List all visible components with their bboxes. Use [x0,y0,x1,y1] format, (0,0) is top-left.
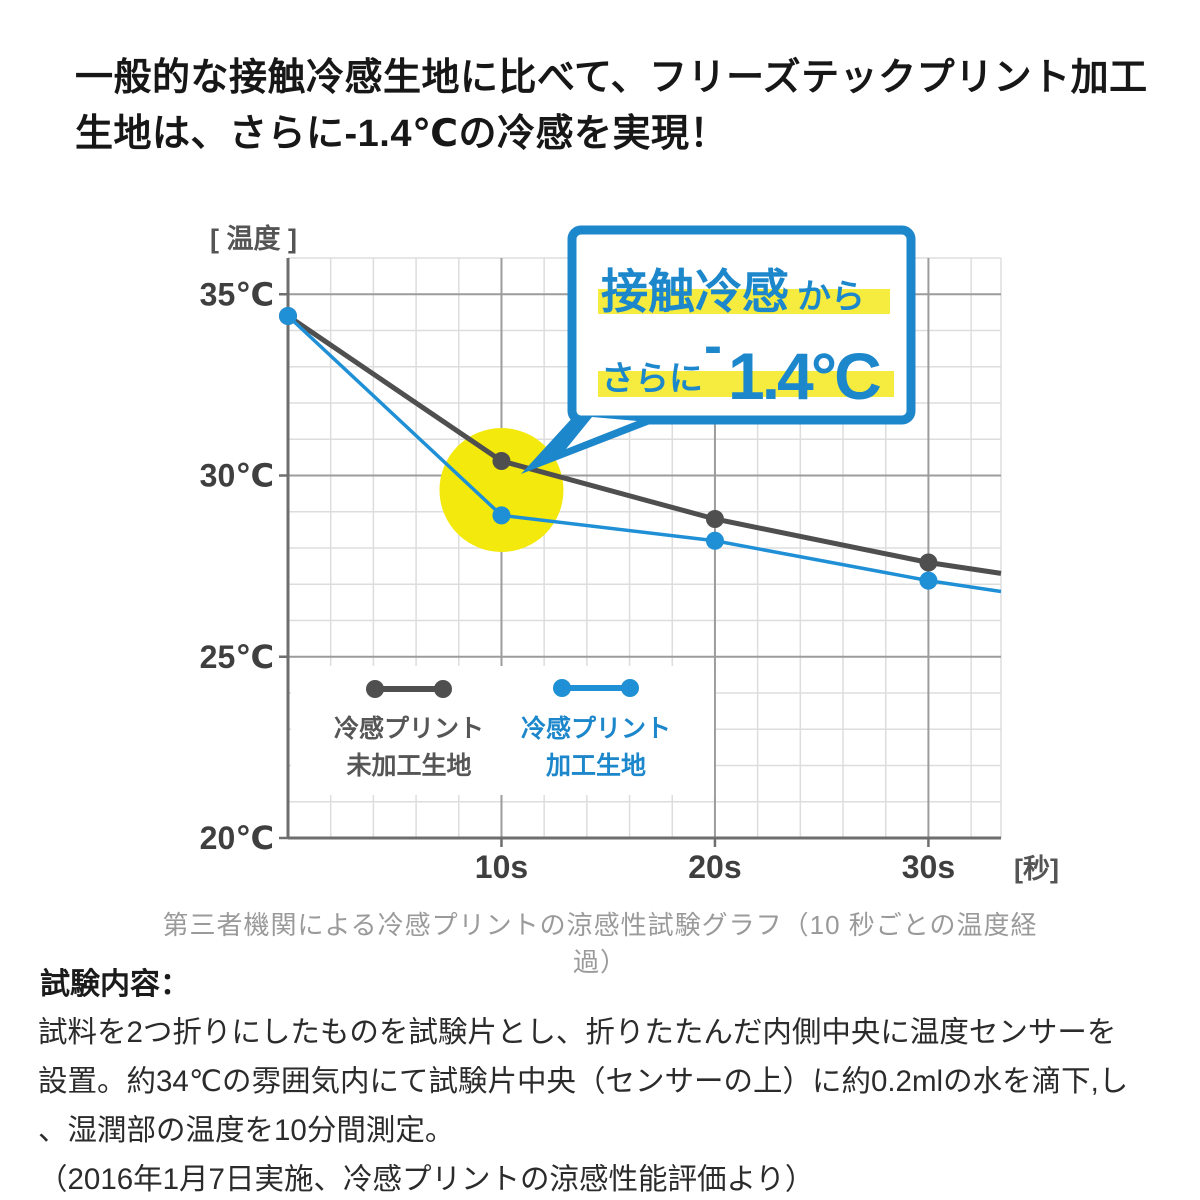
y-tick-label: 30℃ [200,458,274,494]
yellow-highlight-circle [439,428,564,552]
series-processed-point [279,307,297,325]
callout-bubble: 接触冷感 から さらに - 1.4°C [521,225,916,474]
series-unprocessed-point [492,452,511,470]
chart-axes [279,258,1001,847]
x-axis-unit-label: [秒] [1014,854,1059,884]
test-section-body: 試料を2つ折りにしたものを試験片とし、折りたたんだ内側中央に温度センサーを 設置… [38,1008,1128,1200]
chart-caption: 第三者機関による冷感プリントの涼感性試験グラフ（10 秒ごとの温度経過） [162,910,1038,977]
test-section-label: 試験内容： [40,968,190,1001]
test-body-line4: （2016年1月7日実施、冷感プリントの涼感性能評価より） [38,1163,815,1196]
legend-background [291,666,714,795]
callout-text-kara: から [797,278,865,316]
legend-marker-processed [553,679,639,697]
callout-text-sarani: さらに [601,360,703,398]
x-tick-label: 30s [902,849,955,885]
callout-minus-sign: - [704,316,722,376]
series-processed-point [492,506,511,525]
callout-bubble-tail [521,416,658,474]
legend-label-processed-line2: 加工生地 [545,752,646,780]
callout-delta-value: 1.4°C [728,339,880,413]
legend-marker-unprocessed [366,680,452,698]
axis-tick-labels: 10s 20s 30s 35℃ 30℃ 25℃ 20℃ [200,276,955,885]
highlight-bar-1 [598,289,890,314]
series-unprocessed-point [705,510,724,528]
y-tick-label: 25℃ [200,639,274,675]
legend: 冷感プリント 未加工生地 冷感プリント 加工生地 [291,666,714,795]
series-processed-point [919,571,938,590]
y-tick-label: 35℃ [200,276,274,312]
x-tick-label: 20s [688,849,741,885]
legend-label-processed-line1: 冷感プリント [521,714,671,743]
headline-line1: 一般的な接触冷感生地に比べて、フリーズテックプリント加工 [75,57,1148,99]
series-processed-point [705,531,724,550]
series-unprocessed-point [919,553,938,572]
test-body-line1: 試料を2つ折りにしたものを試験片とし、折りたたんだ内側中央に温度センサーを [38,1016,1117,1049]
test-body-line2: 設置。約34℃の雰囲気内にて試験片中央（センサーの上）に約0.2mlの水を滴下,… [38,1065,1129,1098]
headline-line2: 生地は、さらに-1.4℃の冷感を実現！ [75,113,728,155]
headline: 一般的な接触冷感生地に比べて、フリーズテックプリント加工 生地は、さらに-1.4… [75,50,1148,162]
legend-label-unprocessed-line1: 冷感プリント [334,714,484,743]
callout-text-emphasis: 接触冷感 [601,265,789,318]
y-tick-label: 20℃ [200,820,274,856]
test-body-line3: 、湿潤部の温度を10分間測定。 [38,1114,455,1147]
x-tick-label: 10s [475,849,528,885]
data-series [279,307,1002,594]
callout-bubble-tail-notch [566,417,637,449]
legend-label-unprocessed-line2: 未加工生地 [346,752,471,780]
y-axis-unit-label: [ 温度 ] [210,223,297,254]
highlight-bar-2 [598,371,894,397]
highlight-circle [439,428,564,552]
